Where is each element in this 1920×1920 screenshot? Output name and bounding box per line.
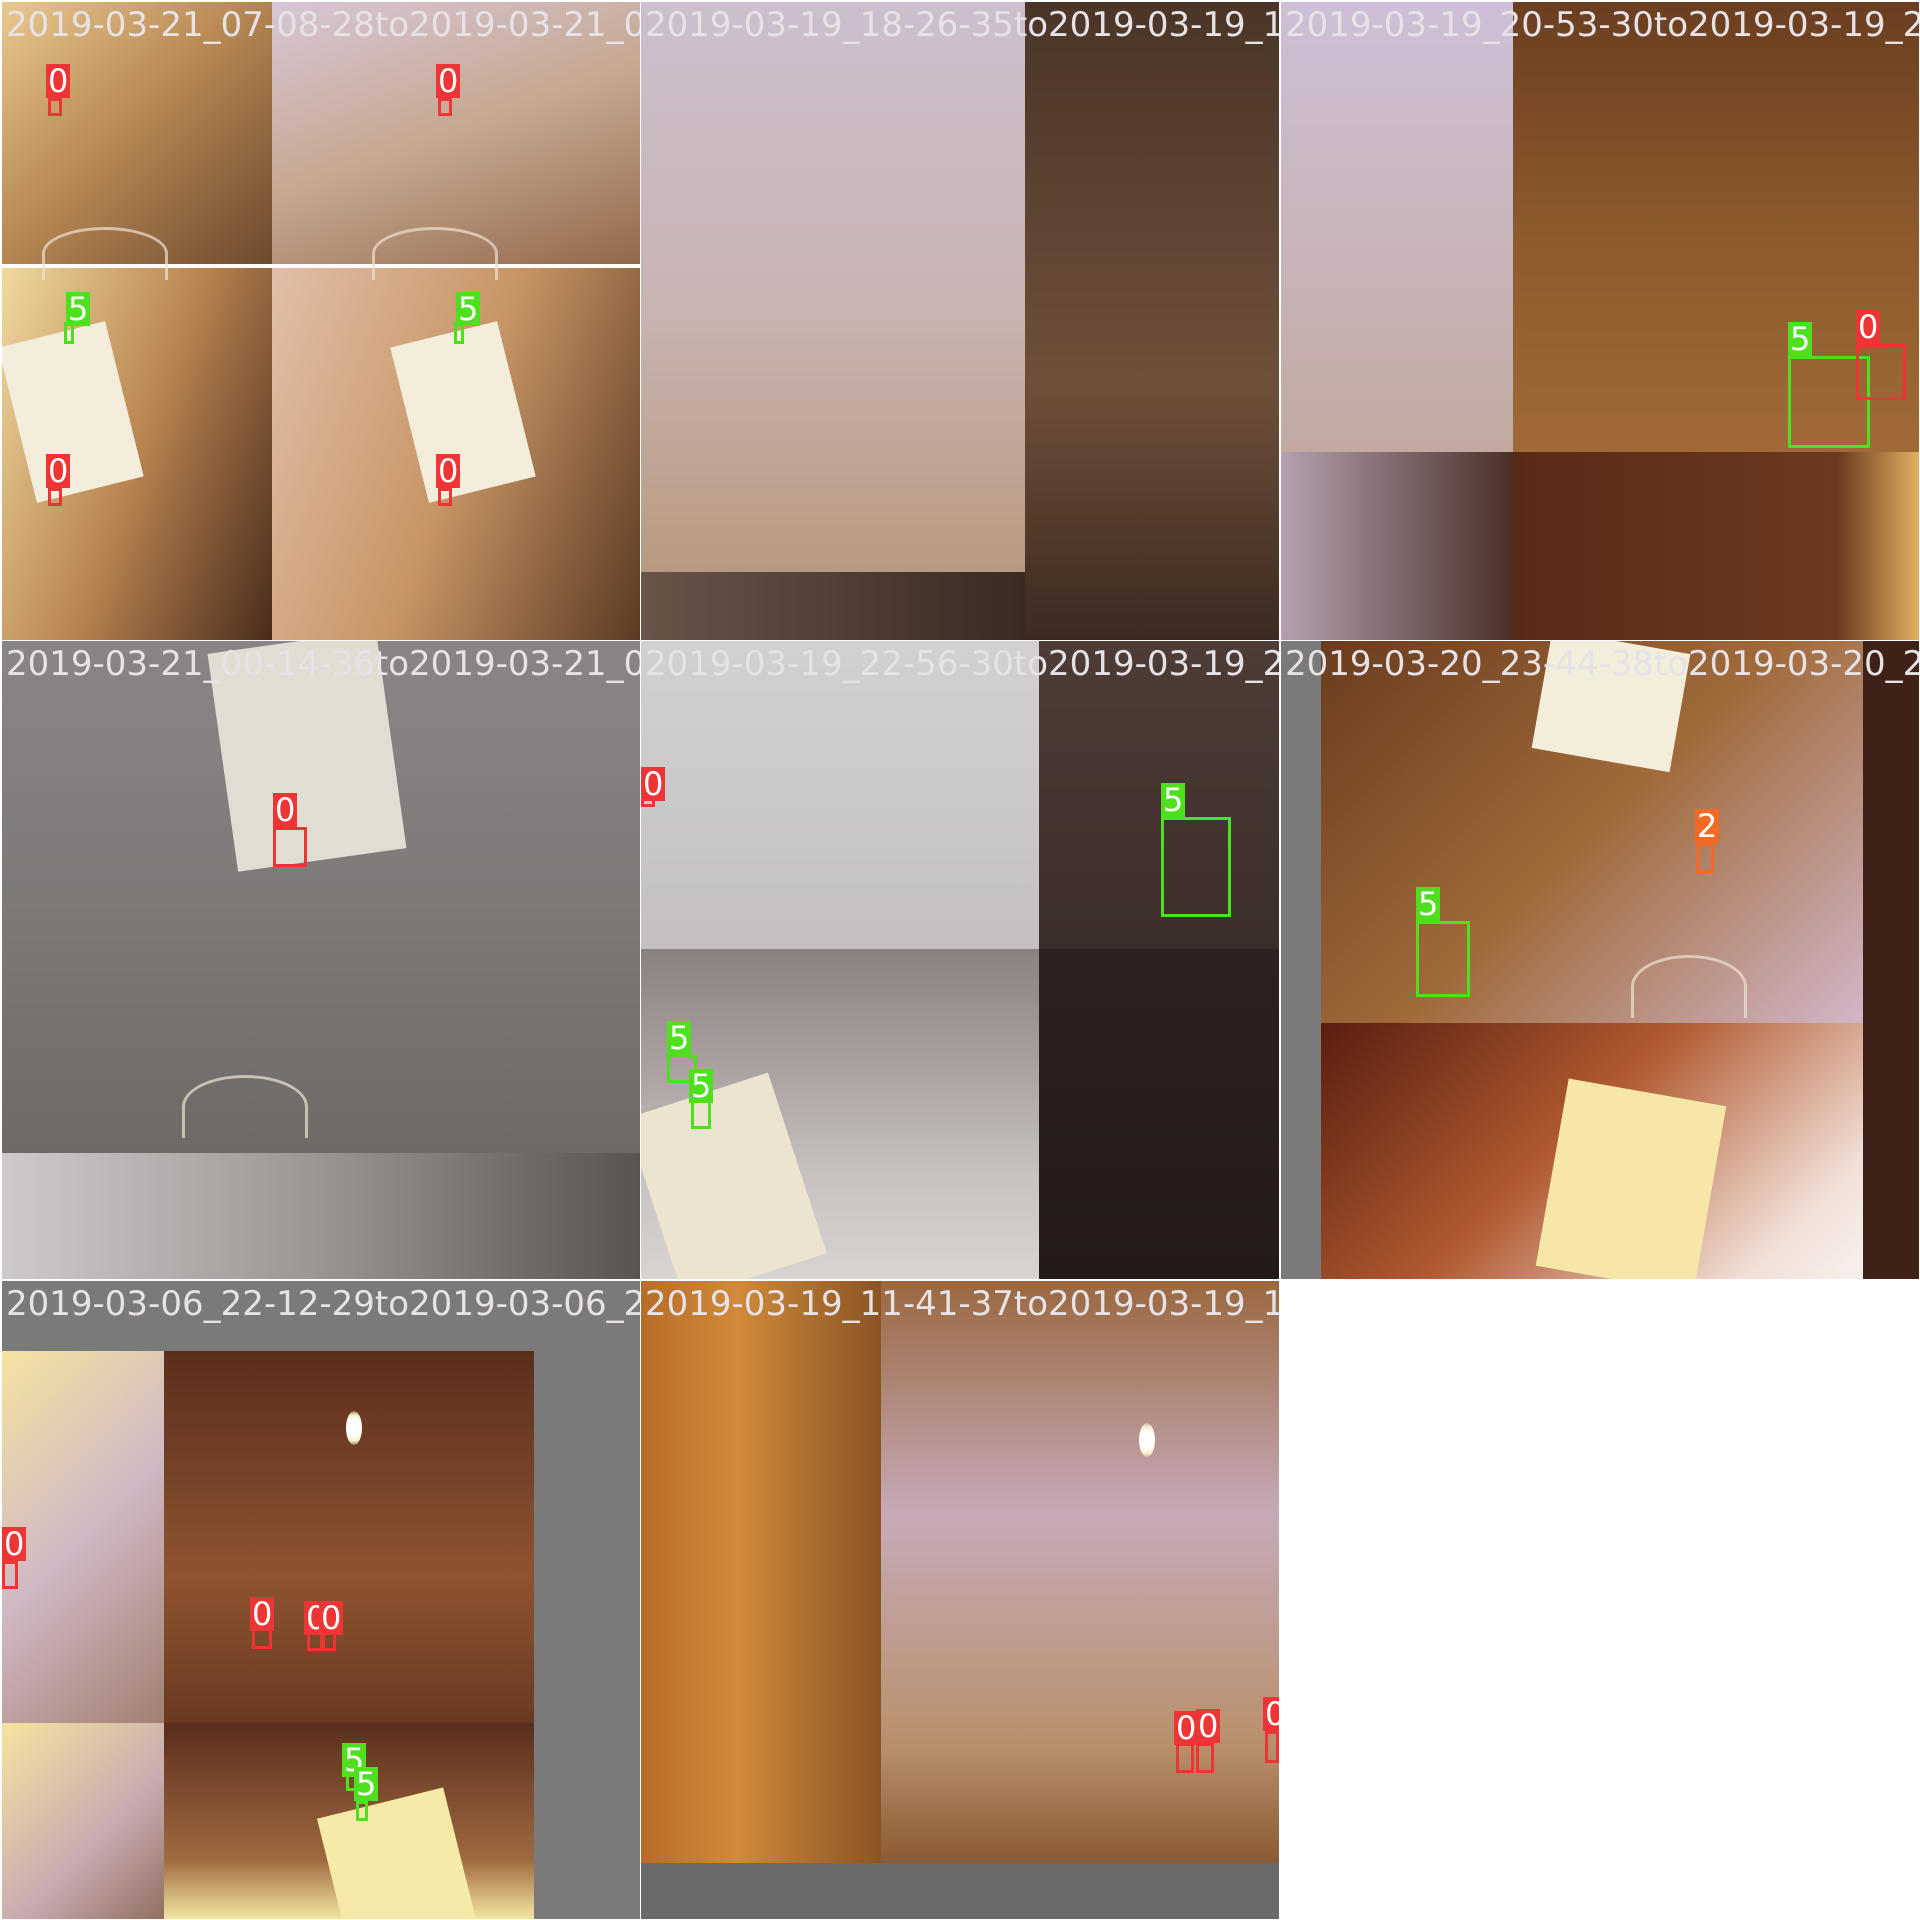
detection-label: 5	[66, 290, 91, 328]
mosaic-tile-7: 0 0 0 0 5 5 2019-03-06_22-12-29to2019-03…	[2, 1281, 640, 1919]
detection-box	[1788, 356, 1870, 448]
detection-box	[356, 1801, 368, 1821]
seafloor-ring	[372, 227, 498, 280]
mosaic-tile-2: 2019-03-19_18-26-35to2019-03-19_18-26-46	[641, 2, 1279, 640]
detection-box	[1161, 817, 1231, 917]
image-patch	[1281, 2, 1513, 452]
image-patch	[272, 2, 640, 264]
detection-label: 0	[1174, 1709, 1199, 1747]
tile-title: 2019-03-21_07-08-28to2019-03-21_07-08-35	[6, 5, 640, 45]
detection-label: 5	[1161, 781, 1186, 819]
detection-box	[1265, 1731, 1279, 1763]
mosaic-tile-8: 0 0 0 2019-03-19_11-41-37to2019-03-19_11…	[641, 1281, 1279, 1919]
seafloor-ring	[1631, 955, 1747, 1018]
image-patch	[2, 1723, 164, 1919]
image-patch	[1513, 452, 1919, 640]
detection-label: 5	[689, 1067, 714, 1105]
image-patch	[2, 1153, 640, 1279]
detection-label: 0	[436, 62, 461, 100]
detection-box	[438, 98, 452, 116]
lamp-glow	[346, 1411, 362, 1445]
detection-label: 5	[456, 290, 481, 328]
detection-label: 5	[1416, 885, 1441, 923]
detection-box	[48, 488, 62, 506]
image-patch	[641, 641, 1039, 949]
detection-label: 5	[354, 1765, 379, 1803]
image-patch	[164, 1351, 534, 1723]
detection-label: 0	[250, 1595, 275, 1633]
detection-label: 0	[1196, 1707, 1221, 1745]
detection-label: 0	[2, 1525, 27, 1563]
image-patch	[1281, 452, 1513, 640]
detection-box	[1176, 1743, 1194, 1773]
lamp-glow	[1139, 1423, 1155, 1457]
image-patch	[2, 1351, 164, 1723]
detection-label: 0	[273, 791, 298, 829]
mosaic-tile-5: 0 5 5 5 2019-03-19_22-56-30to2019-03-19_…	[641, 641, 1279, 1279]
image-patch	[641, 2, 1025, 572]
image-patch	[1863, 641, 1919, 1279]
tile-title: 2019-03-19_18-26-35to2019-03-19_18-26-46	[645, 5, 1279, 45]
detection-box	[1856, 344, 1906, 400]
image-patch	[1039, 949, 1279, 1279]
mosaic-tile-3: 5 0 2019-03-19_20-53-30to2019-03-19_2	[1281, 2, 1919, 640]
tile-title: 2019-03-19_11-41-37to2019-03-19_11-41-47	[645, 1284, 1279, 1324]
detection-label: 0	[319, 1599, 344, 1637]
tile-title: 2019-03-21_00-14-36to2019-03-21_00-14-49	[6, 644, 640, 684]
detection-label: 0	[436, 452, 461, 490]
detection-box	[438, 488, 452, 506]
detection-box	[48, 98, 62, 116]
detection-label: 0	[1856, 308, 1881, 346]
image-patch	[1039, 641, 1279, 949]
image-patch	[2, 2, 272, 264]
image-patch	[1513, 2, 1919, 452]
detection-label: 0	[1263, 1697, 1279, 1731]
detection-label: 2	[1695, 807, 1720, 845]
detection-box	[1416, 921, 1470, 997]
pad-region	[641, 1863, 1279, 1919]
image-patch	[881, 1281, 1279, 1863]
detection-label: 0	[641, 765, 666, 803]
tile-title: 2019-03-19_20-53-30to2019-03-19_2	[1285, 5, 1919, 45]
detection-box	[1696, 843, 1714, 873]
detection-label: 5	[667, 1019, 692, 1057]
image-patch	[641, 572, 1025, 640]
image-patch	[641, 1281, 881, 1863]
test-chart	[1535, 1078, 1727, 1279]
mosaic-tile-6: 2 5 2019-03-20_23-44-38to2019-03-20_2	[1281, 641, 1919, 1279]
mosaic-tile-1: 0 0 5 0 5 0 2019-03-21_07-08-28to2019-03…	[2, 2, 640, 640]
detection-label: 0	[46, 62, 71, 100]
pad-region	[534, 1281, 640, 1919]
seafloor-ring	[42, 227, 168, 280]
detection-box	[2, 1561, 18, 1589]
image-patch	[1025, 2, 1279, 640]
seafloor-ring	[182, 1075, 308, 1138]
detection-box	[1196, 1743, 1214, 1773]
tile-title: 2019-03-20_23-44-38to2019-03-20_2	[1285, 644, 1919, 684]
tile-title: 2019-03-19_22-56-30to2019-03-19_22-56-38	[645, 644, 1279, 684]
detection-label: 0	[46, 452, 71, 490]
tile-title: 2019-03-06_22-12-29to2019-03-06_22-12-37	[6, 1284, 640, 1324]
detection-label: 5	[1788, 320, 1813, 358]
mosaic-tile-4: 0 2019-03-21_00-14-36to2019-03-21_00-14-…	[2, 641, 640, 1279]
detection-box	[273, 827, 307, 867]
pad-region	[2, 1281, 640, 1351]
pad-region	[1281, 641, 1321, 1279]
